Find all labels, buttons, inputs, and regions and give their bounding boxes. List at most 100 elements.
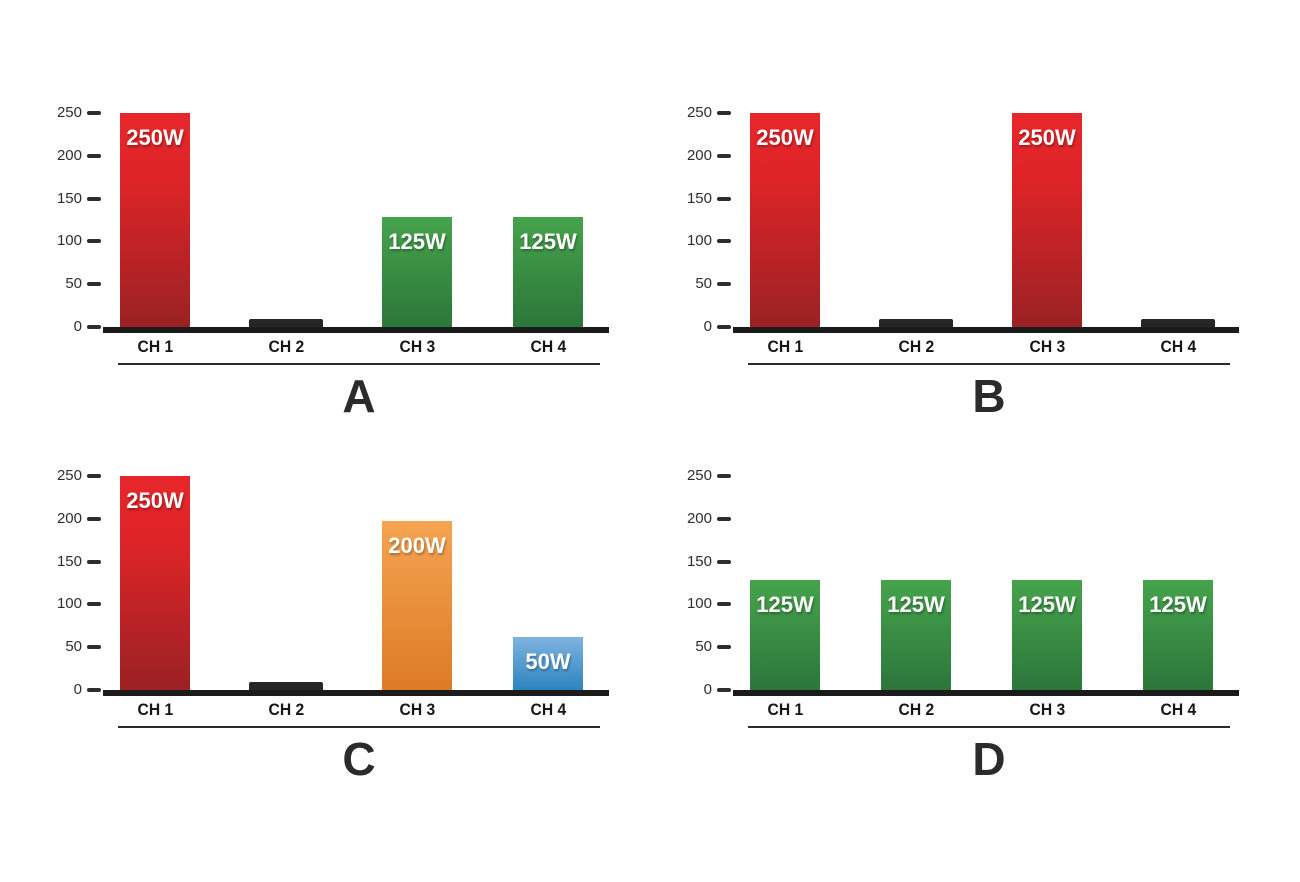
- x-axis-line: [733, 690, 1239, 696]
- y-tick-label: 50: [695, 275, 712, 293]
- bar-ch3: 250W: [1012, 113, 1082, 327]
- bar-ch4: [1141, 319, 1215, 327]
- bar-ch3: 125W: [1012, 580, 1082, 690]
- bar-ch2: [249, 319, 323, 327]
- chart-panel-a: 0 50 100 150 200 250 250W 125W 125W A CH 1 CH 2 C…: [50, 104, 620, 427]
- category-label-text: CH 2: [268, 337, 304, 356]
- y-tick-dash: [717, 239, 731, 244]
- y-tick-dash: [87, 645, 101, 650]
- y-tick-dash: [87, 602, 101, 607]
- bar-ch4: 125W: [1143, 580, 1213, 690]
- y-tick-label: 150: [686, 189, 712, 207]
- bar-ch4: 50W: [513, 637, 583, 690]
- bar-ch2: [879, 319, 953, 327]
- category-underline: [748, 363, 1230, 365]
- bar-ch3: 200W: [382, 521, 452, 690]
- y-tick-label: 0: [703, 681, 712, 698]
- y-tick-dash: [717, 602, 731, 607]
- category-label-text: CH 4: [530, 337, 566, 356]
- x-axis-line: [103, 690, 609, 696]
- y-tick-dash: [87, 239, 101, 244]
- y-tick-dash: [87, 153, 101, 158]
- bar-ch3: 125W: [382, 217, 452, 327]
- chart-panel-b: 0 50 100 150 200 250 250W 250W B CH 1 CH 2 CH 3 C…: [680, 104, 1250, 427]
- bar-ch1: 250W: [120, 113, 190, 327]
- category-label: CH 2: [871, 337, 961, 357]
- bar-value-label: 250W: [1018, 125, 1076, 150]
- y-tick-dash: [87, 516, 101, 521]
- y-tick-label: 200: [686, 509, 712, 527]
- bar-value-label: 125W: [1149, 592, 1207, 617]
- bar-ch1: 125W: [750, 580, 820, 690]
- y-tick-label: 250: [56, 104, 82, 121]
- bar-value-label: 50W: [525, 649, 571, 674]
- y-tick-dash: [87, 325, 101, 329]
- y-tick-label: 100: [686, 595, 712, 613]
- category-label: CH 2: [241, 337, 331, 357]
- category-label-text: CH 4: [1160, 337, 1196, 356]
- category-label-text: CH 2: [898, 337, 934, 356]
- y-tick-dash: [87, 474, 101, 478]
- y-tick-label: 150: [56, 189, 82, 207]
- y-tick-label: 150: [56, 552, 82, 570]
- bar-value-label: 125W: [887, 592, 945, 617]
- y-tick-dash: [717, 516, 731, 521]
- y-tick-label: 150: [686, 552, 712, 570]
- bar-ch1: 250W: [750, 113, 820, 327]
- y-tick-dash: [87, 111, 101, 115]
- category-label-text: CH 3: [399, 700, 435, 719]
- category-label: CH 3: [1002, 337, 1092, 357]
- category-label-text: CH 1: [137, 337, 173, 356]
- panel-letter: C: [342, 733, 376, 785]
- category-label-text: CH 4: [530, 700, 566, 719]
- y-tick-label: 250: [686, 467, 712, 484]
- chart-panel-c: 0 50 100 150 200 250 250W 200W 50W C CH 1 CH 2 CH…: [50, 467, 620, 790]
- y-tick-dash: [717, 196, 731, 201]
- bar-value-label: 250W: [756, 125, 814, 150]
- bar-value-label: 125W: [388, 229, 446, 254]
- chart-panel-d: 0 50 100 150 200 250 125W 125W 125W 125W D CH 1 C…: [680, 467, 1250, 790]
- category-label: CH 4: [503, 700, 593, 720]
- x-axis-line: [103, 327, 609, 333]
- y-tick-label: 100: [56, 595, 82, 613]
- category-underline: [748, 726, 1230, 728]
- plot-area: 250W 200W 50W: [105, 476, 605, 690]
- panel-letter: A: [342, 370, 376, 422]
- bar-value-label: 200W: [388, 533, 446, 558]
- bar-value-label: 125W: [1018, 592, 1076, 617]
- y-tick-label: 100: [686, 232, 712, 250]
- category-label: CH 1: [110, 700, 200, 720]
- category-label-text: CH 1: [137, 700, 173, 719]
- y-tick-label: 50: [695, 638, 712, 656]
- category-label: CH 2: [241, 700, 331, 720]
- category-label-text: CH 2: [898, 700, 934, 719]
- y-tick-label: 200: [686, 146, 712, 164]
- y-tick-dash: [717, 688, 731, 692]
- bar-value-label: 125W: [756, 592, 814, 617]
- y-tick-dash: [87, 559, 101, 564]
- bar-ch1: 250W: [120, 476, 190, 690]
- category-label-text: CH 1: [767, 337, 803, 356]
- category-label: CH 1: [740, 700, 830, 720]
- bar-value-label: 250W: [126, 488, 184, 513]
- bar-ch2: 125W: [881, 580, 951, 690]
- y-tick-label: 250: [686, 104, 712, 121]
- category-label-text: CH 3: [1029, 337, 1065, 356]
- category-label: CH 4: [1133, 700, 1223, 720]
- y-tick-dash: [717, 474, 731, 478]
- category-underline: [118, 363, 600, 365]
- category-label-text: CH 3: [1029, 700, 1065, 719]
- panel-letter: B: [972, 370, 1006, 422]
- bar-ch2: [249, 682, 323, 690]
- bar-value-label: 125W: [519, 229, 577, 254]
- y-tick-label: 0: [73, 318, 82, 335]
- y-tick-label: 50: [65, 638, 82, 656]
- y-tick-dash: [717, 325, 731, 329]
- category-label: CH 4: [503, 337, 593, 357]
- y-tick-label: 200: [56, 146, 82, 164]
- category-label: CH 1: [740, 337, 830, 357]
- category-label: CH 1: [110, 337, 200, 357]
- y-tick-dash: [717, 282, 731, 287]
- category-underline: [118, 726, 600, 728]
